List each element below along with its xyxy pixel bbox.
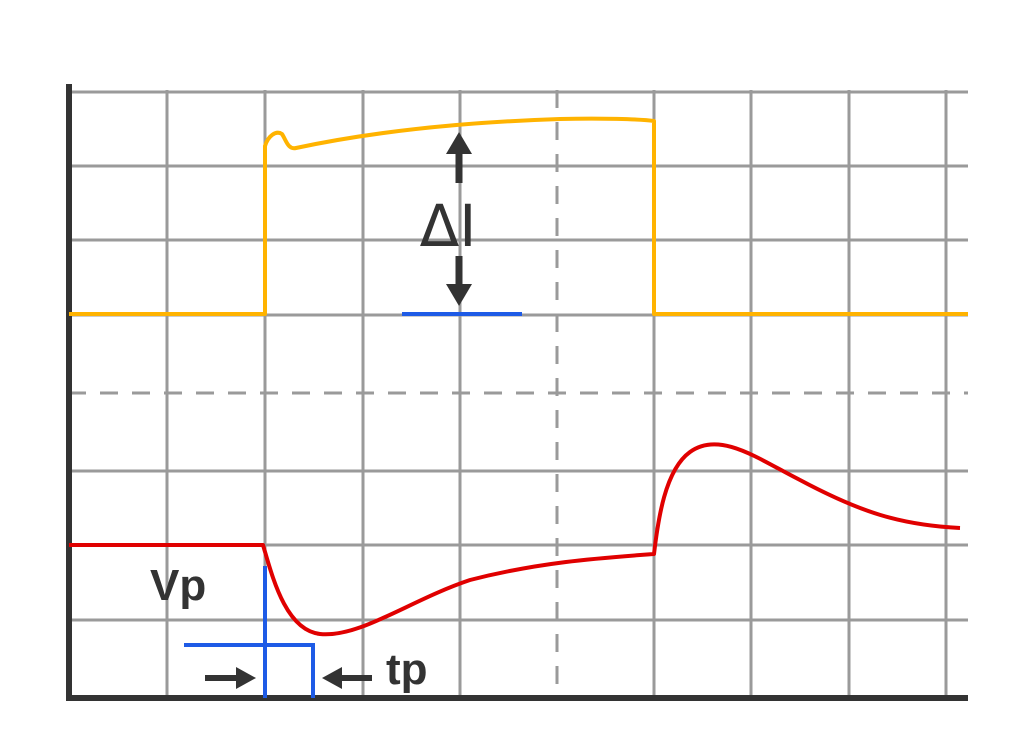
pulse-markers: [184, 566, 315, 698]
axes: [66, 84, 968, 701]
delta-current-arrow: [446, 132, 472, 306]
arrow-right-icon: [236, 667, 256, 689]
peak-voltage-label: Vp: [150, 561, 206, 610]
voltage-trace: [69, 442, 961, 637]
arrow-down-icon: [446, 284, 472, 306]
pulse-time-label: tp: [386, 645, 428, 694]
arrow-up-icon: [446, 132, 472, 154]
current-trace: [69, 116, 968, 316]
arrow-left-icon: [322, 667, 342, 689]
pulse-time-arrows: [205, 667, 372, 689]
delta-current-label: ΔI: [420, 192, 477, 260]
